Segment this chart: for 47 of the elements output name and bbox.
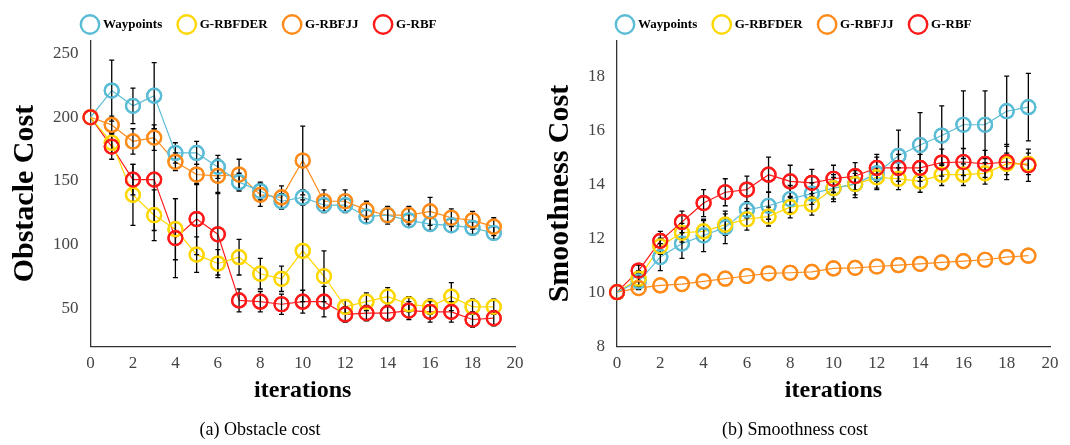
x-tick-label: 4 [171,352,181,372]
legend-label: Waypoints [637,15,698,31]
y-tick-label: 50 [61,297,79,317]
y-axis-title: Obstacle Cost [5,104,39,283]
x-tick-label: 14 [379,352,397,372]
legend-label: Waypoints [102,15,163,31]
x-tick-label: 16 [954,352,972,372]
y-tick-label: 10 [588,281,605,301]
y-tick-label: 12 [588,227,605,247]
x-tick-label: 8 [256,352,265,372]
legend-label: G-RBF [396,15,437,31]
x-tick-label: 4 [699,352,709,372]
y-tick-label: 200 [53,106,79,126]
y-tick-label: 150 [53,170,79,190]
legend-label: G-RBFDER [199,15,269,31]
text: (a) Obstacle cost [199,418,321,440]
x-axis-title: iterations [254,376,352,403]
x-tick-label: 8 [785,352,795,372]
y-tick-label: 8 [596,335,605,355]
x-axis-title: iterations [784,376,883,403]
x-tick-label: 6 [213,352,223,372]
legend-label: G-RBF [931,15,972,31]
legend-label: G-RBFJJ [840,15,895,31]
x-tick-label: 6 [742,352,752,372]
x-tick-label: 20 [506,352,524,372]
y-tick-label: 250 [53,43,79,63]
x-tick-label: 14 [911,352,930,372]
y-tick-label: 16 [588,119,605,139]
x-tick-label: 0 [612,352,622,372]
x-tick-label: 20 [1041,352,1059,372]
x-tick-label: 0 [86,352,95,372]
x-tick-label: 10 [825,352,842,372]
x-tick-label: 12 [336,352,354,372]
legend-label: G-RBFDER [734,15,804,31]
x-tick-label: 12 [868,352,886,372]
x-tick-label: 18 [464,352,482,372]
y-tick-label: 100 [53,233,79,253]
x-tick-label: 2 [656,352,665,372]
x-tick-label: 2 [128,352,138,372]
text: (b) Smoothness cost [722,418,868,440]
y-axis-title: Smoothness Cost [540,84,574,303]
x-tick-label: 18 [998,352,1016,372]
y-tick-label: 14 [588,173,606,193]
x-tick-label: 16 [421,352,439,372]
legend-label: G-RBFJJ [305,15,360,31]
y-tick-label: 18 [588,65,605,85]
x-tick-label: 10 [294,352,312,372]
